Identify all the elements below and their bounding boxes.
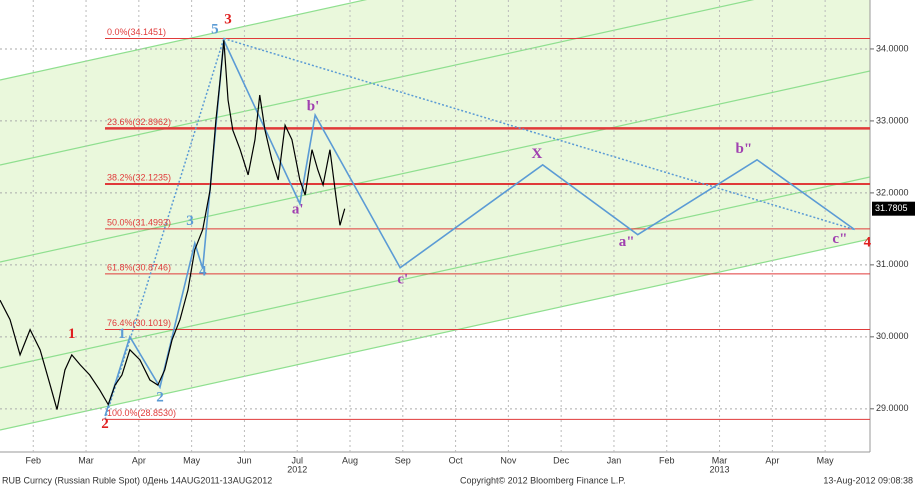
channel-lines: [0, 0, 870, 431]
year-label: 2012: [287, 464, 307, 474]
x-tick-label: Feb: [26, 455, 42, 465]
wave-label: 5: [211, 22, 219, 38]
x-tick-label: May: [183, 455, 201, 465]
x-tick-label: Oct: [449, 455, 464, 465]
x-tick-label: Jan: [607, 455, 622, 465]
x-tick-label: Apr: [132, 455, 146, 465]
wave-label: a': [292, 202, 304, 218]
y-tick-label: 30.0000: [876, 331, 909, 341]
y-tick-label: 33.0000: [876, 115, 909, 125]
wave-label: 1: [118, 326, 126, 342]
fib-label: 0.0%(34.1451): [107, 27, 166, 37]
y-tick-label: 34.0000: [876, 43, 909, 53]
projection-line: [104, 37, 856, 417]
footer-center: Copyright© 2012 Bloomberg Finance L.P.: [460, 475, 626, 485]
last-price-label: 31.7805: [875, 203, 908, 213]
footer-left: RUB Curncy (Russian Ruble Spot) 0День 14…: [2, 475, 272, 485]
x-tick-label: Jul: [291, 455, 303, 465]
channel: [0, 0, 870, 431]
x-tick-label: Mar: [712, 455, 728, 465]
year-label: 2013: [710, 464, 730, 474]
fib-label: 23.6%(32.8962): [107, 117, 171, 127]
x-tick-label: Jun: [237, 455, 252, 465]
wave-label: 4: [864, 235, 872, 251]
wave-label: 1: [68, 326, 76, 342]
x-tick-label: Apr: [765, 455, 779, 465]
trend-line: [223, 37, 855, 231]
wave-label: a": [619, 234, 635, 250]
x-tick-label: Aug: [342, 455, 358, 465]
y-tick-label: 29.0000: [876, 403, 909, 413]
wave-label: 4: [199, 264, 207, 280]
channel-fill: [0, 0, 870, 430]
wave-label: 2: [101, 416, 109, 432]
wave-label: c": [832, 231, 847, 247]
last-price-box: [872, 201, 915, 216]
wave-label: 3: [186, 213, 194, 229]
wave-label: 3: [224, 12, 232, 28]
y-tick-label: 31.0000: [876, 259, 909, 269]
fib-label: 38.2%(32.1235): [107, 172, 171, 182]
x-tick-label: Nov: [500, 455, 517, 465]
y-tick-label: 32.0000: [876, 187, 909, 197]
wave-label: b': [307, 99, 320, 115]
x-tick-label: Mar: [78, 455, 94, 465]
wave-label: X: [531, 146, 542, 162]
x-tick-label: Feb: [659, 455, 675, 465]
footer-right: 13-Aug-2012 09:08:38: [823, 475, 913, 485]
fib-label: 50.0%(31.4993): [107, 217, 171, 227]
x-tick-label: Sep: [395, 455, 411, 465]
trend-line: [104, 38, 225, 420]
x-tick-label: Dec: [553, 455, 570, 465]
fib-label: 76.4%(30.1019): [107, 318, 171, 328]
price-line: [0, 40, 346, 410]
wave-label: c': [397, 271, 408, 287]
plot-area: [0, 0, 870, 452]
x-tick-label: May: [817, 455, 835, 465]
wave-label: b": [735, 141, 752, 157]
fib-label: 61.8%(30.8746): [107, 262, 171, 272]
wave-label: 2: [156, 389, 164, 405]
fib-label: 100.0%(28.8530): [107, 408, 176, 418]
